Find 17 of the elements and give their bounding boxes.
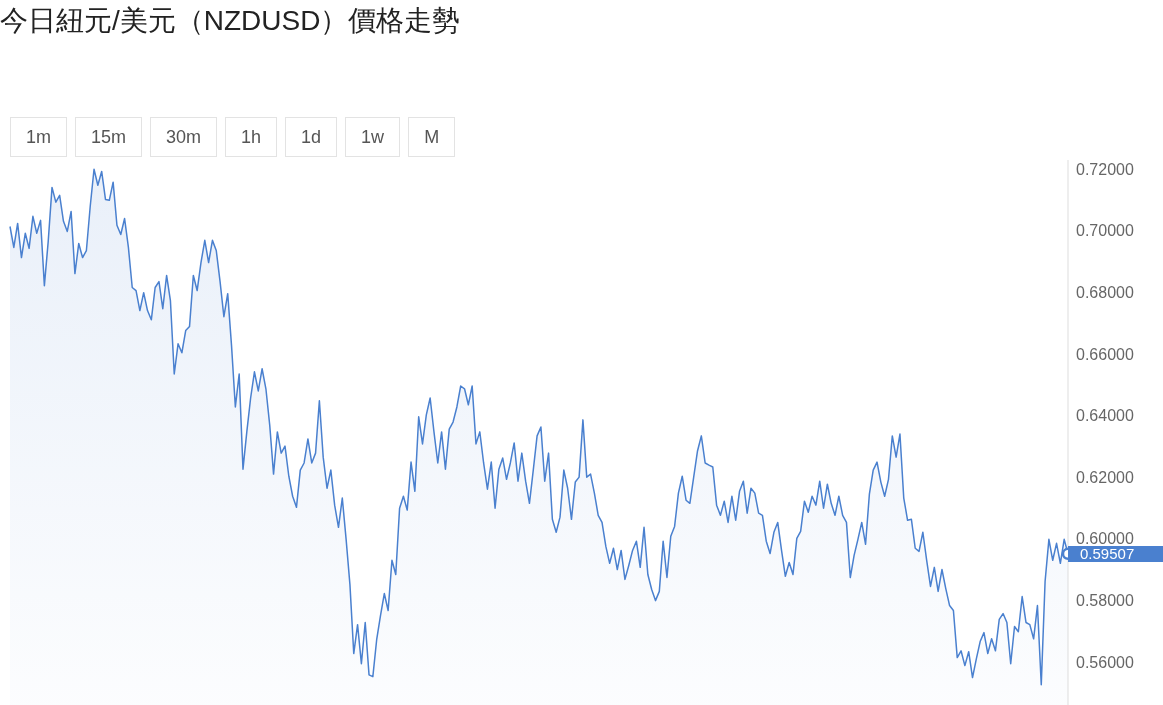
text: M xyxy=(408,117,456,157)
y-tick-label: 0.62000 xyxy=(1076,468,1134,486)
y-tick-label: 0.70000 xyxy=(1076,222,1134,240)
y-tick-label: 0.72000 xyxy=(1076,160,1134,178)
chart-title: 今日紐元/美元（NZDUSD）價格走勢 xyxy=(0,4,461,38)
y-tick-label: 0.58000 xyxy=(1076,591,1134,609)
text: 0.59507 xyxy=(1068,544,1163,562)
y-tick-label: 0.68000 xyxy=(1076,284,1134,302)
text: 1m xyxy=(10,117,68,157)
text: 30m xyxy=(150,117,218,157)
text: 1w xyxy=(345,117,401,157)
text: 1h xyxy=(225,117,278,157)
text: 15m xyxy=(75,117,143,157)
y-tick-label: 0.64000 xyxy=(1076,407,1134,425)
y-tick-label: 0.56000 xyxy=(1076,653,1134,671)
y-tick-label: 0.66000 xyxy=(1076,345,1134,363)
text: 1d xyxy=(285,117,338,157)
